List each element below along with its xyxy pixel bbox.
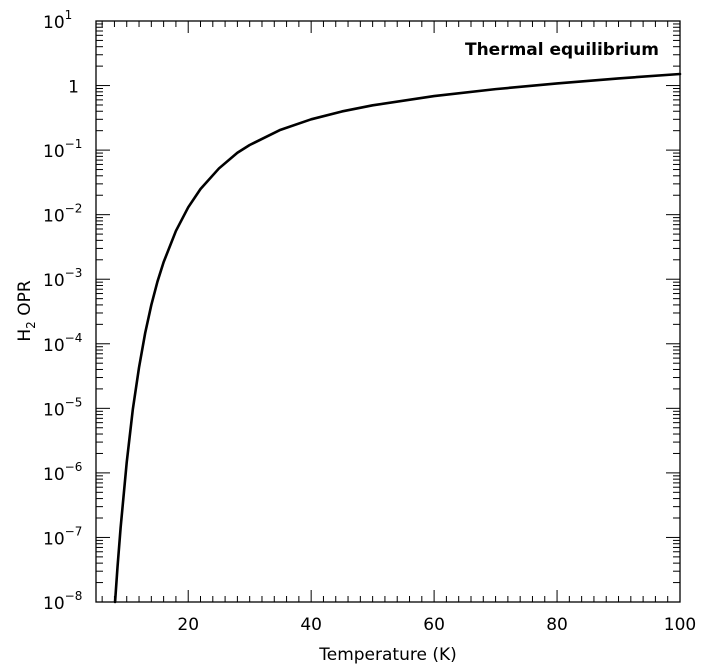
y-tick-label: 10−3 xyxy=(43,266,82,291)
y-tick-label-exponent: −7 xyxy=(65,524,83,538)
y-axis-title: H2 OPR xyxy=(15,280,38,341)
x-axis-title: Temperature (K) xyxy=(318,645,457,665)
y-tick-label: 1 xyxy=(68,78,79,98)
plot-frame xyxy=(95,20,681,603)
y-axis-title-base: H xyxy=(15,329,35,342)
series-layer xyxy=(113,72,682,604)
y-axis-title-subscript: 2 xyxy=(24,321,38,329)
y-tick-label-base: 10 xyxy=(43,465,65,485)
y-tick-label: 10−1 xyxy=(43,137,82,162)
y-tick-label: 10−6 xyxy=(43,460,82,485)
x-tick-label: 80 xyxy=(546,615,568,635)
y-tick-label-base: 10 xyxy=(43,400,65,420)
x-tick-label: 40 xyxy=(300,615,322,635)
tick-labels-layer: 20 40 60 80 100101110−110−210−310−410−510−61… xyxy=(43,8,696,635)
y-tick-label-exponent: −1 xyxy=(65,137,83,151)
y-tick-label: 10−7 xyxy=(43,524,82,549)
y-tick-label-base: 10 xyxy=(43,336,65,356)
y-tick-label-base: 10 xyxy=(43,142,65,162)
y-tick-label-base: 10 xyxy=(43,271,65,291)
y-tick-label-exponent: −5 xyxy=(65,395,83,409)
y-tick-label-base: 10 xyxy=(43,13,65,33)
y-tick-label: 10−4 xyxy=(43,331,82,356)
plot-area-border xyxy=(95,20,681,603)
y-tick-label: 10−2 xyxy=(43,202,82,227)
x-tick-label: 60 xyxy=(423,615,445,635)
x-tick-label: 100 xyxy=(664,615,696,635)
series-line-0 xyxy=(113,72,682,604)
y-tick-label-base: 10 xyxy=(43,594,65,614)
y-tick-label-exponent: −2 xyxy=(65,202,83,216)
ticks-layer xyxy=(96,20,681,603)
y-tick-label-base: 10 xyxy=(43,207,65,227)
y-axis-title-rest: OPR xyxy=(15,280,35,321)
y-tick-label-exponent: 1 xyxy=(65,8,73,22)
y-tick-label-exponent: −3 xyxy=(65,266,83,280)
annotation-thermal-equilibrium: Thermal equilibrium xyxy=(465,40,659,60)
x-tick-label: 20 xyxy=(177,615,199,635)
y-tick-label-exponent: −4 xyxy=(65,331,83,345)
y-tick-label-base: 10 xyxy=(43,529,65,549)
y-tick-label: 10−8 xyxy=(43,589,82,614)
y-tick-label: 10−5 xyxy=(43,395,82,420)
y-tick-label: 101 xyxy=(43,8,72,33)
y-tick-label-exponent: −6 xyxy=(65,460,83,474)
y-tick-label-exponent: −8 xyxy=(65,589,83,603)
